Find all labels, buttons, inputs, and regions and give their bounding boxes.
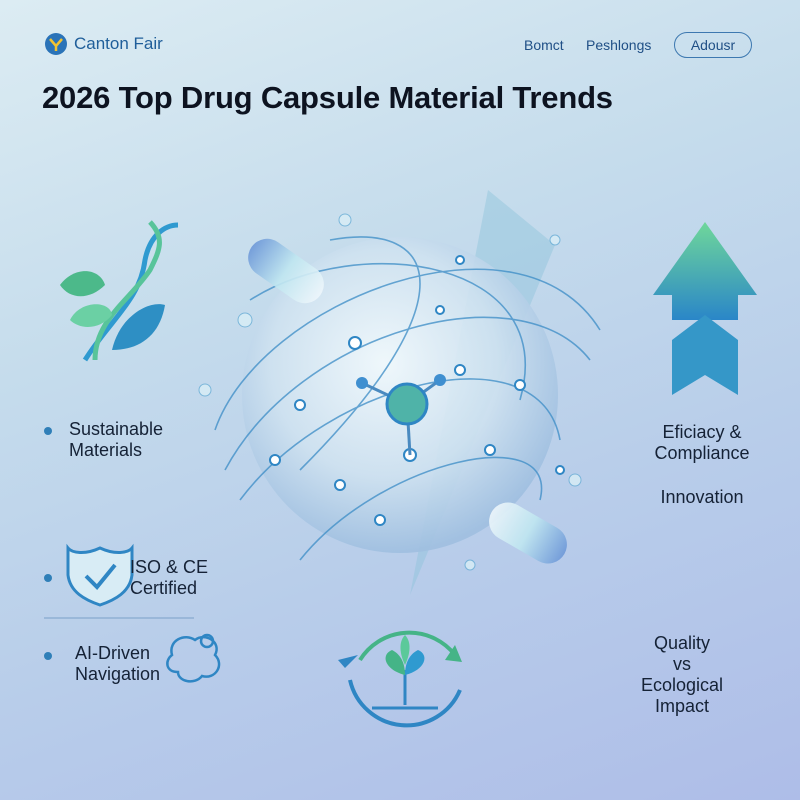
feature-item: Eficiacy & Compliance (640, 422, 764, 464)
feature-item: Innovation (640, 487, 764, 508)
feature-line: ISO & CE (130, 557, 209, 577)
feature-line: AI-Driven (75, 643, 151, 663)
feature-line: vs (673, 654, 691, 674)
feature-line: Certified (130, 578, 198, 598)
bullet (44, 427, 52, 435)
dna-leaf-icon (60, 220, 179, 362)
feature-line: Ecological (640, 675, 724, 695)
feature-line: Eficiacy & (662, 422, 742, 442)
recycle-plant-icon (338, 630, 462, 728)
logo-text: Canton Fair (74, 34, 163, 53)
feature-item: Sustainable Materials (69, 419, 163, 461)
growth-arrow (653, 222, 757, 395)
feature-line: Impact (654, 696, 710, 716)
feature-line: Sustainable (69, 419, 164, 439)
feature-line: Innovation (660, 487, 744, 507)
brain-icon (166, 633, 221, 683)
bubbles (198, 213, 582, 571)
logo[interactable]: Canton Fair (44, 32, 163, 56)
nav-link[interactable]: Bomct (524, 37, 564, 53)
shield-icon (66, 543, 134, 607)
feature-item: ISO & CE Certified (130, 557, 208, 599)
page-title: 2026 Top Drug Capsule Material Trends (42, 80, 613, 115)
logo-mark (45, 33, 67, 55)
feature-line: Materials (69, 440, 143, 460)
nav-button[interactable]: Adousr (674, 32, 752, 58)
orbit-lines (214, 236, 601, 561)
molecule (356, 374, 446, 456)
feature-line: Navigation (75, 664, 161, 684)
capsules (248, 238, 567, 564)
feature-item: Quality vs Ecological Impact (620, 633, 744, 717)
feature-line: Compliance (654, 443, 750, 463)
bullet (44, 574, 52, 582)
nodes (269, 255, 565, 526)
nav-link[interactable]: Peshlongs (586, 37, 652, 53)
feature-line: Quality (653, 633, 711, 653)
feature-item: AI-Driven Navigation (75, 643, 160, 685)
bullet (44, 652, 52, 660)
